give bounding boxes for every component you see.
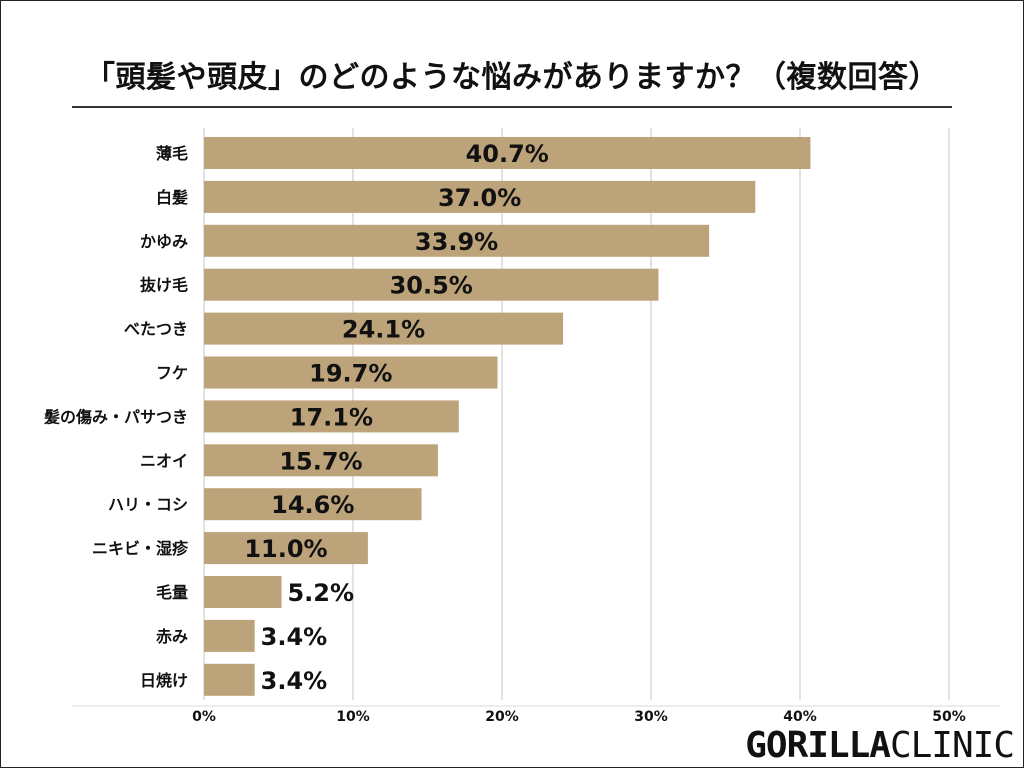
bar — [204, 444, 438, 477]
data-label: 17.1% — [290, 403, 373, 431]
bar — [204, 180, 756, 213]
category-label: 薄毛 — [156, 144, 188, 163]
category-label: ニオイ — [140, 451, 188, 470]
bar — [204, 356, 498, 389]
bar — [204, 663, 255, 696]
bar — [204, 400, 459, 433]
bar — [204, 224, 710, 257]
data-label: 15.7% — [279, 447, 362, 475]
data-label: 3.4% — [261, 623, 328, 651]
data-label: 30.5% — [390, 272, 473, 300]
category-label: 毛量 — [156, 583, 188, 602]
bar — [204, 532, 368, 565]
bar — [204, 268, 659, 301]
data-label: 33.9% — [415, 228, 498, 256]
x-tick-label: 10% — [336, 709, 370, 725]
logo-bold-text: GORILLA — [745, 725, 891, 766]
data-label: 3.4% — [261, 667, 328, 695]
value-labels: 40.7% 37.0% 33.9% 30.5% 24.1% 19.7% 17.1% 15.7%… — [244, 140, 549, 695]
category-label: 髪の傷み・パサつき — [43, 407, 188, 426]
data-label: 24.1% — [342, 316, 425, 344]
category-label: べたつき — [124, 320, 188, 339]
x-axis-ticks: 0% 10% 20% 30% 40% 50% — [192, 709, 966, 725]
title-divider — [72, 106, 952, 108]
bar — [204, 488, 422, 521]
x-tick-label: 30% — [634, 709, 668, 725]
data-label: 5.2% — [287, 579, 354, 607]
category-label: かゆみ — [140, 232, 188, 251]
data-label: 14.6% — [271, 491, 354, 519]
bar — [204, 312, 564, 345]
data-label: 40.7% — [466, 140, 549, 168]
gorilla-clinic-logo: GORILLACLINIC — [745, 725, 1015, 766]
category-label: ニキビ・湿疹 — [92, 539, 189, 558]
category-label: 日焼け — [140, 671, 188, 690]
bar — [204, 576, 282, 608]
bar — [204, 137, 811, 169]
category-label: 赤み — [156, 627, 188, 646]
x-tick-label: 40% — [783, 709, 817, 725]
bar — [204, 619, 255, 652]
data-label: 37.0% — [438, 184, 521, 212]
x-tick-label: 0% — [192, 709, 216, 725]
chart-title: 「頭髪や頭皮」のどのような悩みがありますか？（複数回答） — [85, 60, 939, 95]
category-label: 抜け毛 — [140, 276, 188, 295]
category-label: フケ — [156, 364, 188, 383]
category-label: ハリ・コシ — [108, 495, 188, 514]
category-labels: 薄毛白髪かゆみ抜け毛べたつきフケ髪の傷み・パサつきニオイハリ・コシニキビ・湿疹毛… — [43, 144, 189, 690]
x-tick-label: 50% — [932, 709, 966, 725]
data-label: 19.7% — [309, 360, 392, 388]
logo-light-text: CLINIC — [889, 725, 1015, 766]
x-tick-label: 20% — [485, 709, 519, 725]
data-label: 11.0% — [244, 535, 327, 563]
category-label: 白髪 — [156, 188, 188, 207]
bars — [204, 137, 811, 696]
